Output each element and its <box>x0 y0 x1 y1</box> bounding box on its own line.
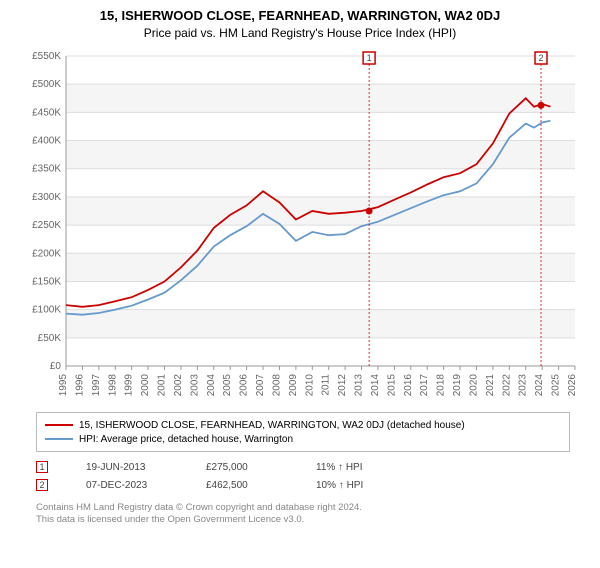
x-tick-label: 2014 <box>370 374 381 397</box>
sales-row-pct: 10% ↑ HPI <box>316 480 363 491</box>
x-tick-label: 2015 <box>386 374 397 397</box>
sales-row-date: 07-DEC-2023 <box>86 480 176 491</box>
x-tick-label: 2017 <box>419 374 430 397</box>
legend-row: 15, ISHERWOOD CLOSE, FEARNHEAD, WARRINGT… <box>45 418 561 432</box>
x-tick-label: 2002 <box>173 374 184 397</box>
sales-row-pct: 11% ↑ HPI <box>316 462 363 473</box>
chart-area: £0 £50K £100K £150K £200K £250K £300K £350K £400… <box>20 46 580 406</box>
y-tick-label: £400K <box>32 136 61 147</box>
sales-row: 2 07-DEC-2023 £462,500 10% ↑ HPI <box>36 476 570 494</box>
sales-row-price: £462,500 <box>206 480 286 491</box>
y-tick-label: £300K <box>32 192 61 203</box>
sales-row-date: 19-JUN-2013 <box>86 462 176 473</box>
y-tick-label: £0 <box>50 361 62 372</box>
x-tick-label: 1998 <box>107 374 118 397</box>
sales-table: 1 19-JUN-2013 £275,000 11% ↑ HPI 2 07-DEC-202… <box>36 458 570 494</box>
y-tick-label: £100K <box>32 305 61 316</box>
y-tick-label: £350K <box>32 164 61 175</box>
sale-point <box>366 208 373 215</box>
x-tick-label: 2021 <box>485 374 496 397</box>
x-tick-label: 1997 <box>91 374 102 397</box>
x-tick-label: 1996 <box>74 374 85 397</box>
sale-marker-label: 1 <box>367 53 372 63</box>
x-tick-label: 2006 <box>239 374 250 397</box>
sale-marker-label: 2 <box>539 53 544 63</box>
legend: 15, ISHERWOOD CLOSE, FEARNHEAD, WARRINGT… <box>36 412 570 452</box>
legend-row: HPI: Average price, detached house, Warr… <box>45 432 561 446</box>
y-tick-label: £200K <box>32 248 61 259</box>
x-tick-label: 2012 <box>337 374 348 397</box>
x-tick-label: 2003 <box>189 374 200 397</box>
x-tick-label: 2011 <box>321 374 332 396</box>
x-tick-label: 2024 <box>534 374 545 397</box>
x-tick-label: 2019 <box>452 374 463 397</box>
y-tick-label: £450K <box>32 107 61 118</box>
x-tick-label: 2005 <box>222 374 233 397</box>
legend-label: 15, ISHERWOOD CLOSE, FEARNHEAD, WARRINGT… <box>79 420 465 431</box>
sale-point <box>538 102 545 109</box>
footer-line2: This data is licensed under the Open Gov… <box>36 514 570 526</box>
x-tick-label: 2009 <box>288 374 299 397</box>
footer: Contains HM Land Registry data © Crown c… <box>36 502 570 527</box>
y-tick-label: £250K <box>32 220 61 231</box>
x-tick-label: 2013 <box>354 374 365 397</box>
x-tick-label: 2018 <box>436 374 447 397</box>
sales-row-marker: 2 <box>36 479 48 491</box>
x-tick-label: 2007 <box>255 374 266 397</box>
x-tick-label: 2026 <box>567 374 578 397</box>
chart-subtitle: Price paid vs. HM Land Registry's House … <box>0 26 600 40</box>
x-tick-label: 2000 <box>140 374 151 397</box>
x-tick-label: 1999 <box>124 374 135 397</box>
x-tick-label: 2020 <box>468 374 479 397</box>
x-tick-label: 1995 <box>58 374 69 397</box>
x-tick-label: 2016 <box>403 374 414 397</box>
y-tick-label: £150K <box>32 276 61 287</box>
y-tick-label: £550K <box>32 51 61 62</box>
sales-row-price: £275,000 <box>206 462 286 473</box>
y-tick-label: £500K <box>32 79 61 90</box>
legend-swatch <box>45 424 73 426</box>
sales-row: 1 19-JUN-2013 £275,000 11% ↑ HPI <box>36 458 570 476</box>
x-tick-label: 2010 <box>304 374 315 397</box>
footer-line1: Contains HM Land Registry data © Crown c… <box>36 502 570 514</box>
x-tick-label: 2025 <box>551 374 562 397</box>
x-tick-label: 2001 <box>157 374 168 397</box>
x-tick-label: 2008 <box>271 374 282 397</box>
legend-swatch <box>45 438 73 440</box>
sales-row-marker: 1 <box>36 461 48 473</box>
y-tick-label: £50K <box>38 333 62 344</box>
x-tick-label: 2022 <box>501 374 512 397</box>
chart-title: 15, ISHERWOOD CLOSE, FEARNHEAD, WARRINGT… <box>0 8 600 23</box>
x-tick-label: 2023 <box>518 374 529 397</box>
legend-label: HPI: Average price, detached house, Warr… <box>79 434 293 445</box>
x-tick-label: 2004 <box>206 374 217 397</box>
